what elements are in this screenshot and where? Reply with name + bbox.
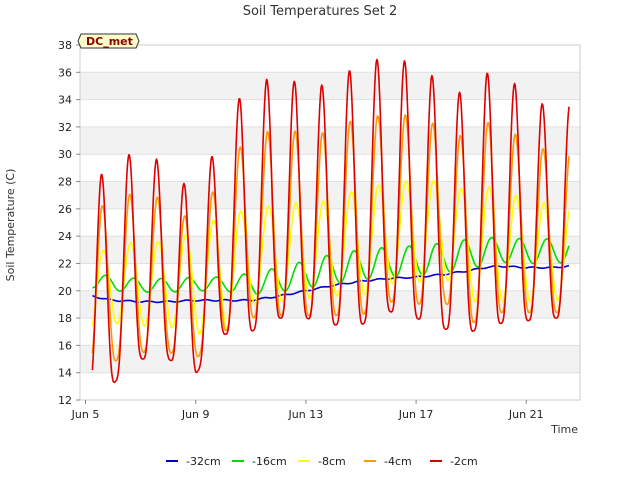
y-tick-label: 24 (58, 230, 72, 243)
series-4cm-line (91, 114, 570, 362)
plot-band (80, 72, 580, 100)
legend-label-32cm: -32cm (186, 455, 221, 468)
legend: -32cm -16cm -8cm -4cm -2cm (166, 455, 478, 468)
x-tick-label: Jun 9 (181, 408, 210, 421)
plot-frame (79, 44, 581, 401)
y-axis-label: Soil Temperature (C) (4, 169, 17, 282)
x-tick-label: Jun 13 (288, 408, 324, 421)
chart-title: Soil Temperatures Set 2 (243, 4, 398, 19)
y-tick-label: 18 (58, 312, 72, 325)
y-tick-label: 36 (58, 66, 72, 79)
station-badge-label: DC_met (86, 35, 133, 48)
x-axis-ticks: Jun 5 Jun 9 Jun 13 Jun 17 Jun 21 (71, 400, 544, 421)
plot-band (80, 181, 580, 209)
plot-band (80, 372, 580, 400)
station-badge: DC_met (77, 33, 140, 49)
y-tick-label: 16 (58, 339, 72, 352)
plot-band (80, 126, 580, 155)
x-tick-label: Jun 17 (398, 408, 434, 421)
plot-band (80, 99, 580, 127)
y-tick-label: 38 (58, 39, 72, 52)
y-tick-label: 20 (58, 285, 72, 298)
y-axis-ticks: 12 14 16 18 20 22 24 26 28 30 32 34 36 38 (58, 39, 80, 407)
y-tick-label: 14 (58, 367, 72, 380)
plot-band (80, 318, 580, 346)
x-tick-label: Jun 21 (508, 408, 544, 421)
legend-label-8cm: -8cm (318, 455, 346, 468)
series-layer (91, 58, 570, 384)
y-tick-label: 26 (58, 203, 72, 216)
legend-label-2cm: -2cm (450, 455, 478, 468)
station-badge-box (77, 33, 140, 49)
series-2cm-line (91, 58, 570, 384)
y-tick-label: 32 (58, 121, 72, 134)
plot-band (80, 208, 580, 237)
legend-label-16cm: -16cm (252, 455, 287, 468)
plot-background-bands (80, 45, 580, 400)
legend-label-4cm: -4cm (384, 455, 412, 468)
plot-band (80, 45, 580, 73)
x-axis-label: Time (550, 423, 578, 436)
plot-band (80, 154, 580, 182)
y-tick-label: 28 (58, 176, 72, 189)
x-tick-label: Jun 5 (71, 408, 100, 421)
y-tick-label: 34 (58, 94, 72, 107)
y-tick-label: 12 (58, 394, 72, 407)
plot-band (80, 345, 580, 373)
y-tick-label: 22 (58, 257, 72, 270)
y-tick-label: 30 (58, 148, 72, 161)
